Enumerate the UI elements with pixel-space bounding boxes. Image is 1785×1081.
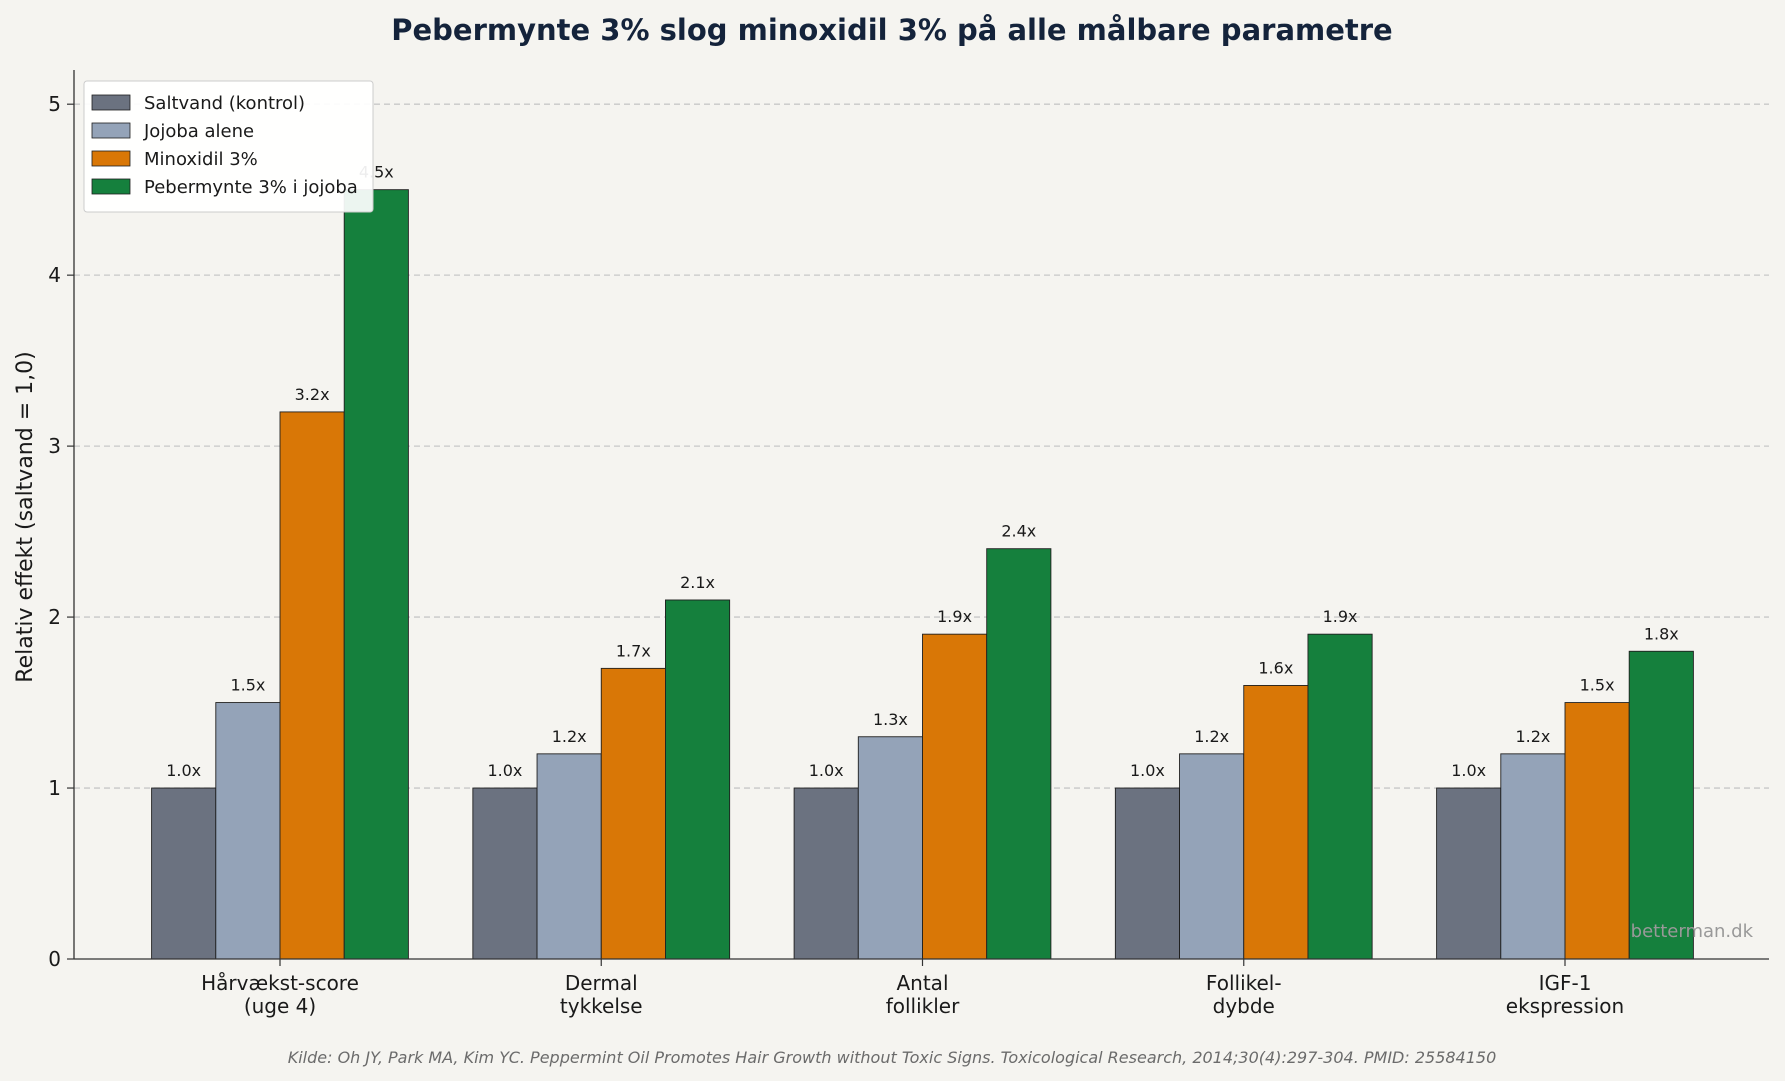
y-axis-label: Relativ effekt (saltvand = 1,0) <box>13 351 38 682</box>
bar <box>1179 753 1245 960</box>
legend-label: Pebermynte 3% i jojoba <box>144 177 358 198</box>
data-label: 2.4x <box>1001 522 1036 541</box>
legend-label: Saltvand (kontrol) <box>144 93 305 114</box>
bar <box>536 753 602 960</box>
data-label: 2.1x <box>680 573 715 592</box>
legend: Saltvand (kontrol) Jojoba alene Minoxidil … <box>83 80 374 213</box>
x-tick-label: (uge 4) <box>244 994 316 1018</box>
data-label: 1.0x <box>1451 761 1486 780</box>
legend-box <box>83 80 374 213</box>
y-tick-label: 1 <box>48 776 61 800</box>
data-label: 1.0x <box>1130 761 1165 780</box>
legend-swatch <box>91 94 131 111</box>
data-label: 1.6x <box>1258 658 1293 677</box>
bar <box>1628 650 1694 960</box>
legend-swatch <box>91 122 131 139</box>
bar <box>1307 633 1373 960</box>
bar <box>665 599 731 960</box>
y-tick-label: 2 <box>48 605 61 629</box>
chart-title: Pebermynte 3% slog minoxidil 3% på alle … <box>391 13 1392 47</box>
data-label: 1.2x <box>552 727 587 746</box>
x-tick-label: IGF-1 <box>1539 971 1592 995</box>
x-tick-label: ekspression <box>1506 994 1624 1018</box>
source-note: Kilde: Oh JY, Park MA, Kim YC. Peppermin… <box>288 1048 1497 1067</box>
bar <box>793 787 859 960</box>
x-tick-label: tykkelse <box>560 994 643 1018</box>
data-label: 1.5x <box>230 676 265 695</box>
bar <box>922 633 988 960</box>
x-tick-label: Follikel- <box>1206 971 1282 995</box>
data-label: 1.8x <box>1644 624 1679 643</box>
x-tick-label: dybde <box>1213 994 1275 1018</box>
bar <box>215 702 281 960</box>
y-tick-label: 3 <box>48 434 61 458</box>
bar <box>1436 787 1502 960</box>
bar <box>1114 787 1180 960</box>
y-tick-label: 5 <box>48 92 61 116</box>
bar <box>472 787 538 960</box>
data-label: 1.2x <box>1515 727 1550 746</box>
y-tick-label: 4 <box>48 263 61 287</box>
legend-label: Minoxidil 3% <box>144 149 258 170</box>
bar <box>343 189 409 960</box>
bar <box>151 787 217 960</box>
x-tick-label: follikler <box>886 994 960 1018</box>
bar <box>986 548 1052 960</box>
legend-label: Jojoba alene <box>143 121 254 142</box>
data-label: 1.7x <box>616 641 651 660</box>
data-label: 1.0x <box>487 761 522 780</box>
watermark: betterman.dk <box>1631 921 1754 942</box>
legend-swatch <box>91 150 131 167</box>
bars <box>151 189 1694 960</box>
data-labels: 1.0x1.5x3.2x4.5x1.0x1.2x1.7x2.1x1.0x1.3x… <box>166 163 1679 780</box>
data-label: 1.0x <box>166 761 201 780</box>
data-label: 1.0x <box>809 761 844 780</box>
x-tick-label: Hårvækst-score <box>201 971 359 995</box>
bar <box>279 411 345 960</box>
legend-swatch <box>91 178 131 195</box>
x-tick-label: Antal <box>896 971 948 995</box>
data-label: 1.3x <box>873 710 908 729</box>
bar <box>1500 753 1566 960</box>
data-label: 3.2x <box>295 385 330 404</box>
x-tick-label: Dermal <box>565 971 638 995</box>
bar <box>1243 685 1309 960</box>
y-axis-ticks: 0 1 2 3 4 5 <box>48 92 74 971</box>
data-label: 1.9x <box>1323 607 1358 626</box>
data-label: 1.2x <box>1194 727 1229 746</box>
data-label: 1.9x <box>937 607 972 626</box>
y-tick-label: 0 <box>48 947 61 971</box>
axes <box>73 70 1769 960</box>
bar <box>600 667 666 960</box>
bar <box>1564 702 1630 960</box>
bar <box>857 736 923 960</box>
data-label: 1.5x <box>1580 676 1615 695</box>
